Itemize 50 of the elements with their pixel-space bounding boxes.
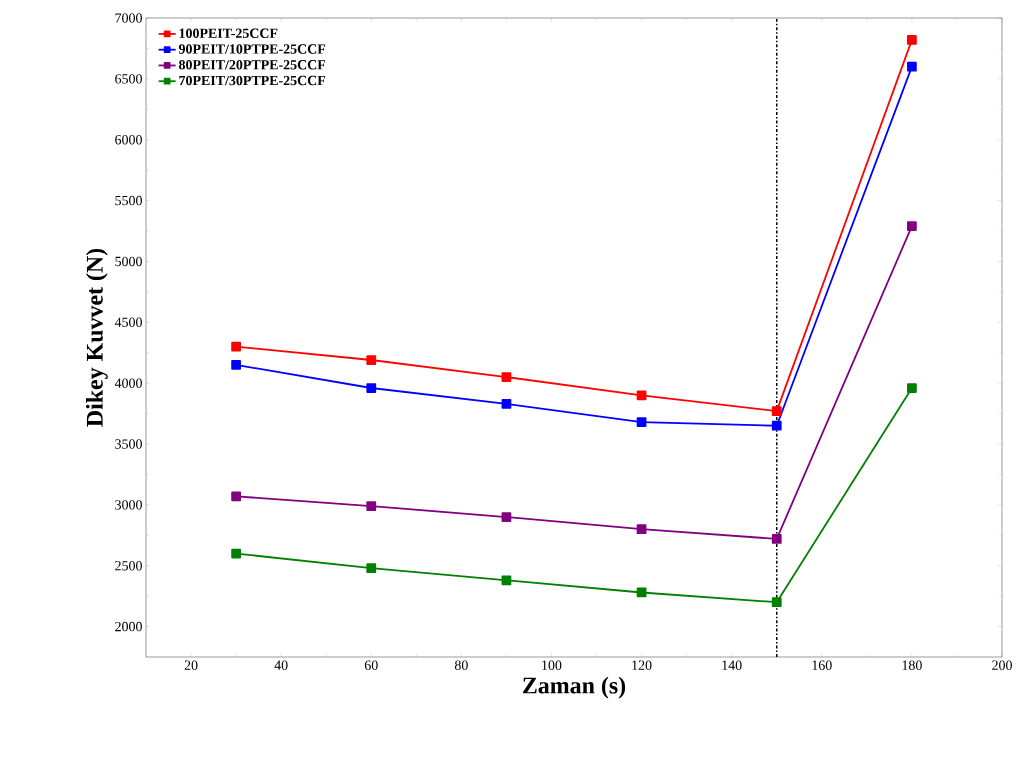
point <box>771 597 782 608</box>
y-tick-label: 7000 <box>115 13 142 23</box>
point <box>231 491 241 502</box>
x-tick-label: 120 <box>632 660 652 670</box>
y-axis-title: Dikey Kuvvet (N) <box>85 248 108 427</box>
point <box>366 383 377 393</box>
legend-label: 80PEIT/20PTPE-25CCF <box>179 60 326 70</box>
x-tick-label: 200 <box>992 660 1012 670</box>
x-tick-label: 140 <box>722 660 742 670</box>
point <box>636 417 647 427</box>
point <box>636 524 647 535</box>
legend-label: 100PEIT-25CCF <box>179 28 278 38</box>
y-tick-label: 4000 <box>114 378 142 388</box>
x-axis-title: Zaman (s) <box>523 676 626 699</box>
y-tick-label: 6500 <box>115 74 142 84</box>
point <box>501 512 512 522</box>
x-tick-label: 20 <box>184 660 198 670</box>
x-tick-label: 160 <box>812 660 832 670</box>
point <box>231 548 241 559</box>
point <box>231 359 241 370</box>
legend-label: 90PEIT/10PTPE-25CCF <box>178 44 326 54</box>
point <box>907 383 917 393</box>
point <box>907 221 917 232</box>
x-tick-label: 100 <box>542 660 562 670</box>
point <box>366 355 377 365</box>
point <box>636 390 647 401</box>
point <box>366 563 377 574</box>
x-tick-label: 180 <box>902 660 922 670</box>
legend-label: 70PEIT/30PTPE-25CCF <box>179 75 326 86</box>
y-tick-label: 5000 <box>115 256 142 267</box>
point <box>907 35 917 45</box>
y-tick-label: 5500 <box>115 195 142 206</box>
point <box>771 420 782 431</box>
point <box>501 575 512 586</box>
point <box>501 398 512 409</box>
point <box>366 501 377 511</box>
point <box>231 341 241 352</box>
point <box>501 372 512 382</box>
x-tick-label: 80 <box>454 660 468 670</box>
y-tick-label: 3000 <box>115 500 142 510</box>
point <box>907 61 917 72</box>
y-tick-label: 3500 <box>115 439 142 449</box>
point <box>771 406 782 417</box>
y-tick-label: 2000 <box>115 621 142 632</box>
x-tick-label: 60 <box>364 660 378 670</box>
y-tick-label: 2500 <box>115 561 142 571</box>
y-tick-label: 4500 <box>114 317 142 327</box>
y-tick-label: 6000 <box>115 134 142 145</box>
x-tick-label: 40 <box>274 660 288 670</box>
point <box>771 534 782 544</box>
